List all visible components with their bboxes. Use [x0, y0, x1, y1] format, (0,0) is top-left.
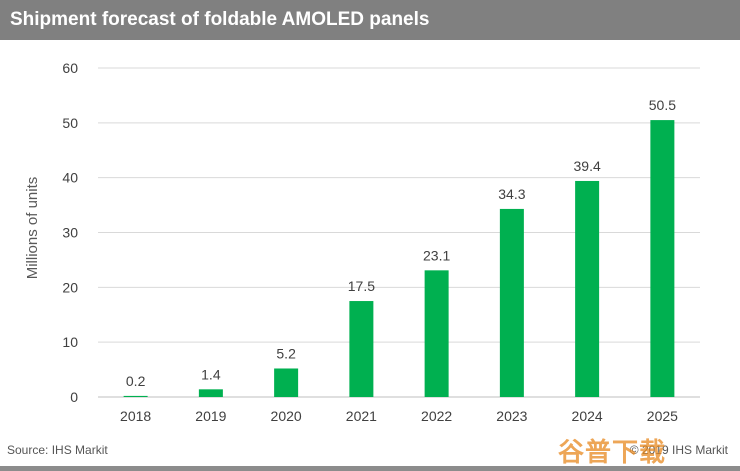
data-label: 34.3 [498, 186, 525, 202]
bar-2019 [198, 389, 223, 397]
data-label: 23.1 [423, 247, 450, 263]
x-tick-label: 2019 [195, 408, 226, 424]
copyright-note: © 2019 IHS Markit [629, 443, 728, 457]
data-label: 39.4 [574, 158, 601, 174]
watermark-logo: 谷普下载 [558, 438, 667, 468]
bar-2024 [575, 180, 600, 397]
x-tick-label: 2023 [496, 408, 527, 424]
y-axis-title: Millions of units [24, 177, 41, 280]
y-tick-label: 50 [62, 115, 78, 131]
data-label: 5.2 [276, 345, 296, 361]
x-tick-label: 2020 [271, 408, 302, 424]
bar-2023 [499, 208, 524, 397]
y-tick-label: 40 [62, 170, 78, 186]
bar-2021 [349, 301, 374, 397]
x-tick-label: 2018 [120, 408, 151, 424]
data-label: 0.2 [126, 373, 146, 389]
x-tick-label: 2021 [346, 408, 377, 424]
data-label: 50.5 [649, 97, 676, 113]
y-tick-label: 20 [62, 279, 78, 295]
x-tick-label: 2024 [572, 408, 603, 424]
bar-2020 [274, 368, 299, 397]
bar-chart: 0 10 20 30 40 50 60 Millions of units 0.2 2018 1.4… [24, 60, 700, 424]
bar-2018 [123, 395, 148, 397]
y-tick-label: 10 [62, 334, 78, 350]
data-label: 1.4 [201, 366, 221, 382]
y-tick-label: 30 [62, 225, 78, 241]
x-tick-label: 2022 [421, 408, 452, 424]
x-tick-label: 2025 [647, 408, 678, 424]
bottom-rule [0, 466, 740, 471]
source-note: Source: IHS Markit [7, 443, 108, 457]
data-label: 17.5 [348, 278, 375, 294]
chart-title: Shipment forecast of foldable AMOLED pan… [10, 9, 430, 30]
bar-2022 [424, 270, 449, 397]
y-tick-label: 60 [62, 60, 78, 76]
y-tick-label: 0 [70, 389, 78, 405]
title-bar: Shipment forecast of foldable AMOLED pan… [0, 0, 740, 40]
bar-2025 [650, 120, 675, 397]
